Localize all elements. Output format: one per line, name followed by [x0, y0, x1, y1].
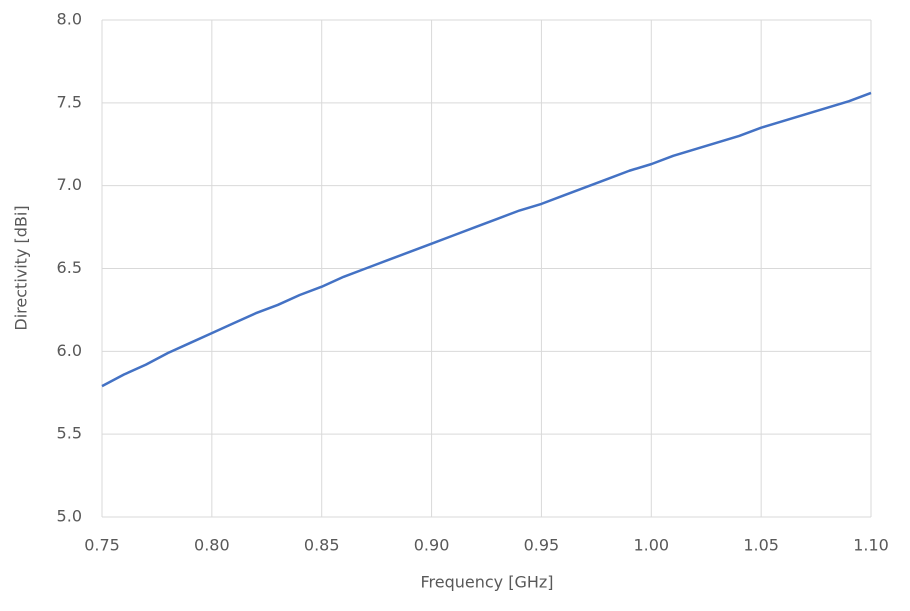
data-line	[101, 91, 872, 388]
x-tick-label: 0.80	[194, 536, 230, 555]
y-tick-label: 8.0	[57, 10, 82, 29]
x-tick-label: 1.00	[633, 536, 669, 555]
y-axis-title: Directivity [dBi]	[12, 205, 31, 330]
x-tick-label: 0.75	[84, 536, 120, 555]
x-tick-label: 1.05	[743, 536, 779, 555]
y-tick-label: 5.5	[57, 424, 82, 443]
x-tick-label: 0.85	[304, 536, 340, 555]
y-tick-label: 5.0	[57, 507, 82, 526]
y-tick-label: 6.5	[57, 258, 82, 277]
y-tick-label: 6.0	[57, 341, 82, 360]
y-tick-label: 7.0	[57, 175, 82, 194]
x-axis-title: Frequency [GHz]	[420, 573, 553, 592]
x-tick-label: 0.90	[414, 536, 450, 555]
x-tick-label: 1.10	[853, 536, 889, 555]
x-tick-label: 0.95	[524, 536, 560, 555]
y-tick-label: 7.5	[57, 92, 82, 111]
